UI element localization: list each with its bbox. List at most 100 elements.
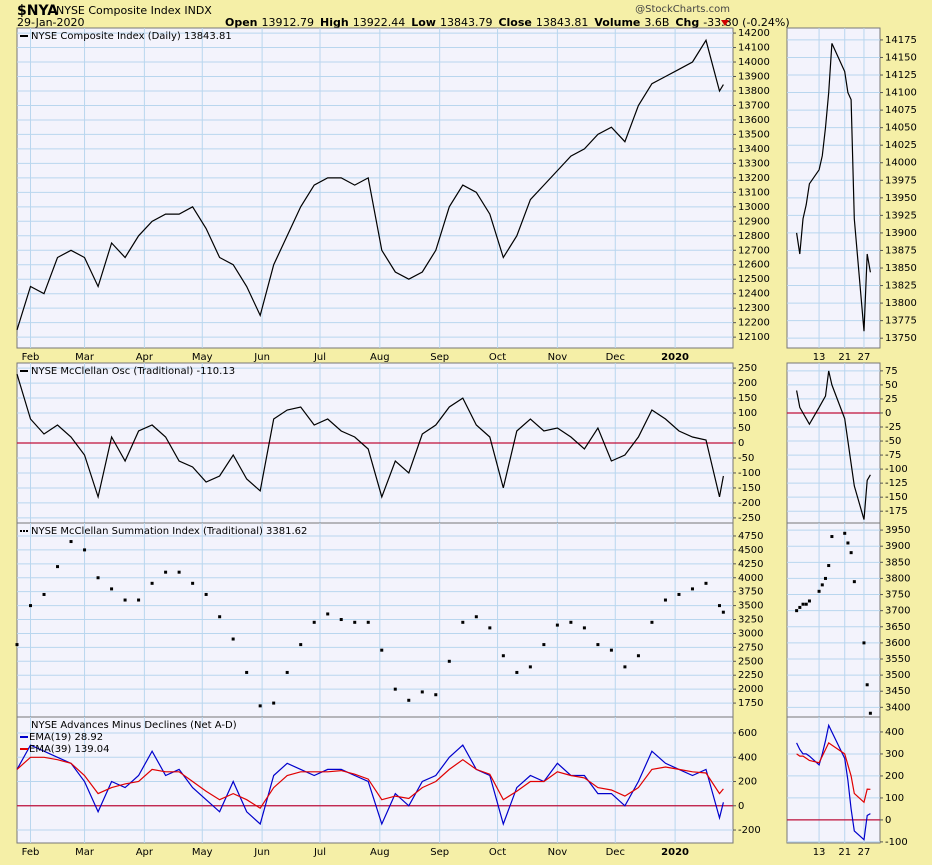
y-tick-label: 3400 [885,702,910,713]
y-tick-label: 2250 [738,670,763,681]
x-tick-label: Sep [430,847,449,858]
y-tick-label: -25 [885,422,901,433]
dot [596,643,600,647]
line [16,756,724,810]
x-tick-label: Aug [370,352,390,363]
x-tick-label: 21 [838,847,851,858]
dot [852,580,856,584]
dot [843,531,847,535]
dot [177,570,181,574]
quote-value: 13912.79 [262,16,315,29]
panel [786,522,881,718]
x-tick-label: Dec [606,847,625,858]
quote: Open 13912.79 High 13922.44 Low 13843.79 Close… [225,16,790,29]
quote-label: Chg [675,16,699,29]
y-tick-label: 400 [885,727,904,738]
dot [717,604,721,608]
dot [434,693,438,697]
y-tick-label: 13750 [885,333,917,344]
y-tick-label: 4000 [738,573,763,584]
panel-title: NYSE McClellan Osc (Traditional) -110.13 [31,366,235,377]
dot [555,623,559,627]
y-tick-label: 200 [738,777,757,788]
dot [299,643,303,647]
dot [501,654,505,658]
y-tick-label: 12200 [738,318,770,329]
dot [636,654,640,658]
symbol: $NYA [17,3,58,19]
dot [650,620,654,624]
dot [137,598,141,602]
dot [582,626,586,630]
x-tick-label: 27 [858,847,871,858]
dot [823,576,827,580]
y-tick-label: 13200 [738,173,770,184]
y-tick-label: 13900 [738,72,770,83]
y-tick-label: 3250 [738,615,763,626]
line [796,723,871,841]
dot [29,604,33,608]
y-tick-label: 150 [738,393,757,404]
dot [461,620,465,624]
y-tick-label: -200 [738,825,761,836]
y-tick-label: 75 [885,366,898,377]
x-tick-label: Nov [548,352,568,363]
dot [795,609,799,613]
dot [339,618,343,622]
index-name: NYSE Composite Index INDX [56,4,212,17]
y-tick-label: 0 [885,815,891,826]
dot [721,610,725,614]
dot [820,583,824,587]
y-tick-label: 100 [885,793,904,804]
x-tick-label: 27 [858,352,871,363]
dot [677,592,681,596]
y-tick-label: 3750 [738,587,763,598]
y-tick-label: 4250 [738,559,763,570]
y-tick-label: 3500 [885,670,910,681]
quote-label: Open [225,16,258,29]
legend-glyph [23,530,25,532]
y-tick-label: 13700 [738,100,770,111]
y-tick-label: 400 [738,752,757,763]
quote-value: 13843.79 [440,16,493,29]
y-tick-label: 13850 [885,263,917,274]
y-tick-label: 3550 [885,654,910,665]
y-tick-label: 200 [738,378,757,389]
dot [56,565,60,569]
dot [407,698,411,702]
legend-glyph [26,530,28,532]
dot [420,690,424,694]
y-tick-label: 13000 [738,202,770,213]
y-tick-label: 0 [885,408,891,419]
x-tick-label: Apr [136,847,154,858]
y-tick-label: 14200 [738,28,770,39]
y-tick-label: 13875 [885,245,917,256]
dot [528,665,532,669]
source: @StockCharts.com [635,4,730,15]
dot [609,648,613,652]
y-tick-label: 13100 [738,187,770,198]
dot [807,599,811,603]
y-tick-label: 12100 [738,332,770,343]
y-tick-label: 13400 [738,144,770,155]
dot [218,615,222,619]
panel [786,716,881,844]
quote-label: Volume [594,16,640,29]
y-tick-label: 14175 [885,35,917,46]
y-tick-label: -50 [885,436,901,447]
dot [690,587,694,591]
y-tick-label: 2000 [738,684,763,695]
y-tick-label: 12500 [738,274,770,285]
y-tick-label: 3450 [885,686,910,697]
quote-label: High [320,16,349,29]
dot [15,643,19,647]
x-tick-label: Oct [489,352,506,363]
y-tick-label: 1750 [738,698,763,709]
x-tick-label: Feb [22,847,40,858]
y-tick-label: 13825 [885,281,917,292]
y-tick-label: -125 [885,478,908,489]
quote-value: 13922.44 [353,16,406,29]
panel-title: NYSE McClellan Summation Index (Traditio… [31,526,307,537]
